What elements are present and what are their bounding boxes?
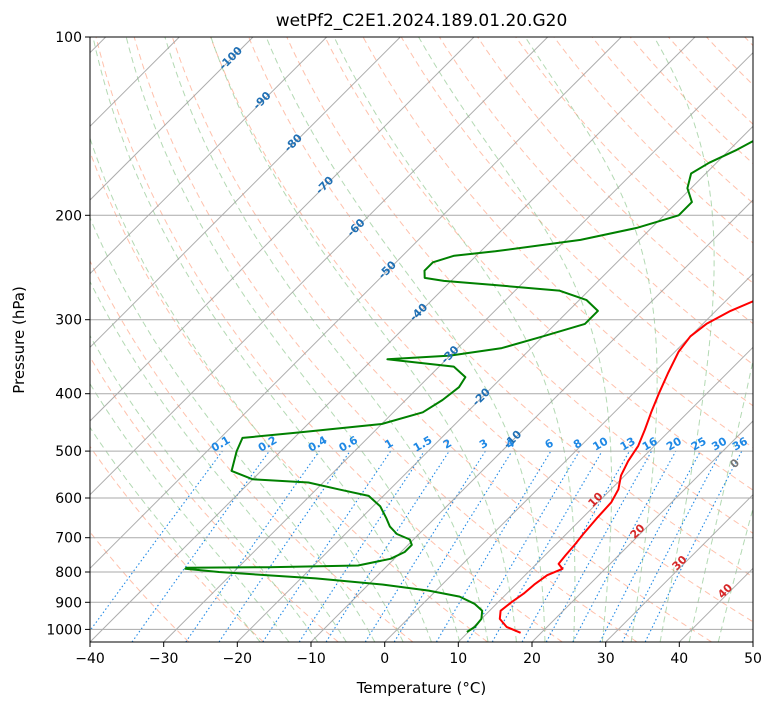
isotherm-line [531, 420, 753, 642]
chart-title: wetPf2_C2E1.2024.189.01.20.G20 [276, 11, 568, 31]
dry-adiabat-line [248, 37, 753, 578]
moist-adiabat-line [90, 280, 347, 642]
x-tick-label: 50 [744, 651, 762, 667]
y-axis-label: Pressure (hPa) [10, 286, 28, 394]
mixing-ratio-line [545, 450, 653, 642]
sounding-series [184, 139, 753, 634]
moist-adiabat-line [210, 37, 517, 642]
isotherm-line [90, 37, 622, 570]
moist-adiabat-line [125, 37, 461, 642]
y-tick-label: 400 [55, 387, 82, 403]
dry-adiabat-line [90, 356, 339, 642]
mixing-ratio-line [644, 450, 743, 642]
mixing-ratio-labels: 0.1 0.2 0.4 0.6 1 1.5 2 3 4 6 8 10 13 16 20 25 30 36 [209, 433, 750, 454]
mixing-ratio-line [185, 450, 320, 642]
dry-adiabat-line [210, 37, 753, 623]
dry-adiabat-line [90, 445, 264, 642]
moist-adiabat-line [418, 37, 613, 642]
isotherm-line [90, 37, 475, 422]
x-axis: −40 −30 −20 −10 0 10 20 30 40 50 [75, 642, 762, 667]
moist-adiabat-line [90, 426, 261, 642]
y-tick-label: 600 [55, 491, 82, 507]
moist-adiabat-line [90, 136, 404, 642]
moist-adiabat-line [90, 382, 290, 642]
mixing-ratio-line [131, 450, 270, 642]
isotherm-line [90, 37, 549, 496]
y-tick-label: 700 [55, 531, 82, 547]
mixing-ratio-line [393, 450, 513, 642]
dewpoint-line [184, 139, 753, 633]
mixing-ratio-line [298, 450, 425, 642]
x-tick-label: 10 [449, 651, 467, 667]
x-tick-label: −40 [75, 651, 105, 667]
dry-adiabat-line [324, 37, 753, 491]
isotherm-line [90, 37, 401, 349]
x-axis-label: Temperature (°C) [356, 679, 486, 697]
dry-adiabat-line [171, 37, 712, 642]
x-tick-label: 40 [670, 651, 688, 667]
x-tick-label: −10 [296, 651, 326, 667]
y-tick-label: 500 [55, 444, 82, 460]
mixing-ratio-line [325, 450, 450, 642]
isotherm-line [90, 37, 696, 642]
y-tick-label: 300 [55, 313, 82, 329]
y-axis: 1000 900 800 700 600 500 400 300 200 100 [46, 30, 90, 638]
isotherm-line [236, 125, 753, 642]
plot-frame [89, 36, 754, 643]
isotherm-line [163, 51, 753, 642]
mixing-ratio-lines [90, 450, 743, 642]
isotherm-line [605, 493, 753, 642]
moist-adiabat-line [524, 37, 658, 642]
isobar-gridlines [90, 37, 753, 630]
dry-adiabat-line [95, 37, 563, 642]
moist-adiabat-line [164, 37, 489, 642]
mixing-ratio-line [572, 450, 677, 642]
dry-adiabat-line [90, 259, 414, 642]
moist-adiabat-line [653, 37, 715, 642]
moist-adiabat-line [688, 358, 753, 642]
x-tick-label: −20 [223, 651, 253, 667]
moist-adiabat-line [717, 506, 753, 642]
isotherm-line [90, 37, 254, 201]
dry-adiabat-line [515, 37, 753, 284]
y-tick-label: 800 [55, 565, 82, 581]
moist-adiabat-line [90, 216, 376, 642]
x-tick-label: 30 [597, 651, 615, 667]
x-tick-label: 0 [380, 651, 389, 667]
moist-adiabat-line [90, 334, 319, 642]
moist-adiabat-line [265, 37, 546, 642]
mixing-ratio-line [218, 450, 351, 642]
y-tick-label: 900 [55, 595, 82, 611]
mixing-ratio-line [521, 450, 630, 642]
moist-adiabat-line [333, 37, 576, 642]
y-tick-label: 200 [55, 208, 82, 224]
isotherm-line [310, 199, 753, 642]
x-tick-label: −30 [149, 651, 179, 667]
temperature-line [498, 300, 753, 634]
mixing-ratio-line [90, 450, 223, 632]
isotherm-line [90, 37, 328, 275]
isotherm-line [457, 346, 753, 642]
moist-adiabat-line [92, 37, 432, 642]
x-tick-label: 20 [523, 651, 541, 667]
moist-adiabats [90, 37, 753, 642]
y-tick-label: 100 [55, 30, 82, 46]
y-tick-label: 1000 [46, 622, 82, 638]
dry-adiabat-line [286, 37, 753, 534]
